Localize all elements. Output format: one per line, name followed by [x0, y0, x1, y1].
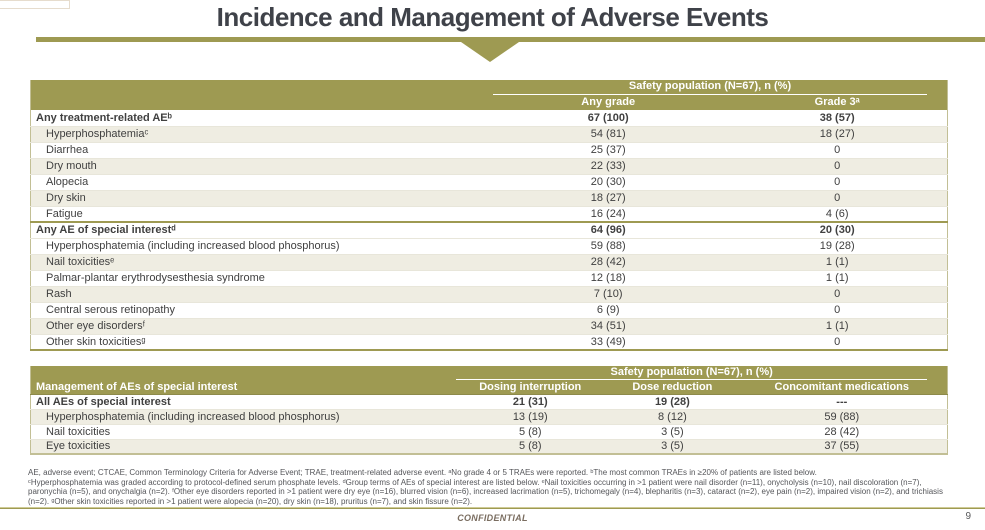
table-row: Diarrhea 25 (37) 0	[30, 142, 948, 158]
table-row: Rash 7 (10) 0	[30, 286, 948, 302]
table-row: Fatigue 16 (24) 4 (6)	[30, 206, 948, 222]
table-row: Alopecia 20 (30) 0	[30, 174, 948, 190]
footnotes: AE, adverse event; CTCAE, Common Termino…	[28, 468, 962, 506]
table-row: Palmar-plantar erythrodysesthesia syndro…	[30, 270, 948, 286]
column-header-management-label: Management of AEs of special interest	[30, 380, 453, 395]
table-row: Other skin toxicitiesᵍ 33 (49) 0	[30, 334, 948, 350]
table-row: Dry skin 18 (27) 0	[30, 190, 948, 206]
table-row: Any treatment-related AEᵇ 67 (100) 38 (5…	[30, 110, 948, 126]
table-row: Any AE of special interestᵈ 64 (96) 20 (…	[30, 222, 948, 238]
incidence-table: Safety population (N=67), n (%) Any grad…	[30, 80, 948, 351]
column-header-any-grade: Any grade	[489, 95, 728, 110]
table-row: All AEs of special interest 21 (31) 19 (…	[30, 394, 948, 410]
column-header-concomitant-medications: Concomitant medications	[736, 380, 948, 395]
table-row: Central serous retinopathy 6 (9) 0	[30, 302, 948, 318]
group-header-label: Safety population (N=67), n (%)	[493, 80, 927, 95]
page-title: Incidence and Management of Adverse Even…	[216, 2, 769, 32]
page-number: 9	[965, 511, 971, 522]
management-column-header-row: Management of AEs of special interest Do…	[30, 380, 948, 395]
table-row: Dry mouth 22 (33) 0	[30, 158, 948, 174]
incidence-column-header-row: Any grade Grade 3ᵃ	[30, 95, 948, 110]
management-group-header-row: Safety population (N=67), n (%)	[30, 366, 948, 381]
empty-header-cell	[30, 366, 453, 381]
empty-header-cell	[30, 95, 489, 110]
table-row: Nail toxicities 5 (8) 3 (5) 28 (42)	[30, 424, 948, 440]
footnote-line-1: AE, adverse event; CTCAE, Common Termino…	[28, 468, 817, 477]
corner-decoration-box	[0, 0, 70, 9]
column-header-dose-reduction: Dose reduction	[608, 380, 737, 395]
table-row: Eye toxicities 5 (8) 3 (5) 37 (55)	[30, 439, 948, 455]
incidence-group-header-row: Safety population (N=67), n (%)	[30, 80, 948, 95]
footer-rule	[0, 507, 985, 509]
title-underline	[36, 37, 985, 42]
table-row: Nail toxicitiesᵉ 28 (42) 1 (1)	[30, 254, 948, 270]
group-header-label: Safety population (N=67), n (%)	[456, 366, 927, 381]
table-row: Hyperphosphatemia (including increased b…	[30, 409, 948, 425]
footnote-line-2: ᶜHyperphosphatemia was graded according …	[28, 477, 943, 506]
table-row: Hyperphosphatemiaᶜ 54 (81) 18 (27)	[30, 126, 948, 142]
column-header-grade-3: Grade 3ᵃ	[727, 95, 948, 110]
confidential-label: CONFIDENTIAL	[457, 513, 528, 523]
table-row: Other eye disordersᶠ 34 (51) 1 (1)	[30, 318, 948, 334]
group-header-cell: Safety population (N=67), n (%)	[489, 80, 948, 95]
management-table: Safety population (N=67), n (%) Manageme…	[30, 366, 948, 456]
empty-header-cell	[30, 80, 489, 95]
group-header-cell: Safety population (N=67), n (%)	[452, 366, 948, 381]
column-header-dosing-interruption: Dosing interruption	[452, 380, 609, 395]
table-row: Hyperphosphatemia (including increased b…	[30, 238, 948, 254]
arrow-down-icon	[461, 42, 519, 62]
